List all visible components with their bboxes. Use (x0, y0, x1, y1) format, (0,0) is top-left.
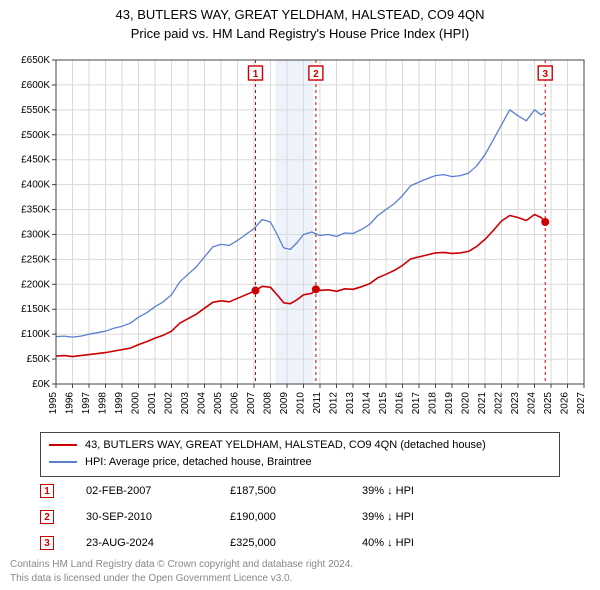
svg-text:£150K: £150K (21, 304, 50, 315)
svg-text:1996: 1996 (65, 392, 76, 415)
event-date: 02-FEB-2007 (86, 485, 198, 497)
legend: 43, BUTLERS WAY, GREAT YELDHAM, HALSTEAD… (40, 432, 560, 477)
svg-text:2006: 2006 (230, 392, 241, 415)
svg-text:2: 2 (313, 69, 319, 80)
svg-text:£50K: £50K (27, 354, 51, 365)
svg-text:2013: 2013 (345, 392, 356, 415)
svg-text:2015: 2015 (378, 392, 389, 415)
svg-text:1999: 1999 (114, 392, 125, 415)
price-chart: £0K £50K £100K £150K £200K £250K £300K £350K £40… (10, 50, 590, 425)
svg-text:£650K: £650K (21, 55, 50, 66)
legend-swatch (49, 444, 77, 446)
chart-title: 43, BUTLERS WAY, GREAT YELDHAM, HALSTEAD… (0, 0, 600, 24)
event-table: 1 02-FEB-2007 £187,500 39% ↓ HPI 2 30-SEP-201… (40, 478, 560, 556)
svg-text:2010: 2010 (296, 392, 307, 415)
svg-text:2009: 2009 (279, 392, 290, 415)
svg-text:2020: 2020 (461, 392, 472, 415)
legend-label: 43, BUTLERS WAY, GREAT YELDHAM, HALSTEAD… (85, 437, 486, 454)
svg-text:2011: 2011 (312, 392, 323, 414)
svg-text:£250K: £250K (21, 254, 50, 265)
svg-text:2012: 2012 (329, 392, 340, 415)
svg-text:2005: 2005 (213, 392, 224, 415)
svg-text:2019: 2019 (444, 392, 455, 415)
footer-line-2: This data is licensed under the Open Gov… (10, 572, 590, 586)
svg-text:£100K: £100K (21, 329, 50, 340)
svg-text:1998: 1998 (98, 392, 109, 415)
svg-text:1: 1 (253, 69, 259, 80)
svg-text:£600K: £600K (21, 80, 50, 91)
svg-text:£350K: £350K (21, 205, 50, 216)
svg-text:2004: 2004 (197, 392, 208, 415)
legend-item: HPI: Average price, detached house, Brai… (49, 454, 551, 471)
svg-text:2003: 2003 (180, 392, 191, 415)
event-row: 2 30-SEP-2010 £190,000 39% ↓ HPI (40, 504, 560, 530)
event-hpi-delta: 39% ↓ HPI (362, 511, 560, 523)
event-price: £190,000 (230, 511, 330, 523)
svg-text:2014: 2014 (362, 392, 373, 415)
event-date: 30-SEP-2010 (86, 511, 198, 523)
event-price: £187,500 (230, 485, 330, 497)
chart-subtitle: Price paid vs. HM Land Registry's House … (0, 24, 600, 41)
svg-text:£550K: £550K (21, 105, 50, 116)
svg-text:3: 3 (542, 69, 548, 80)
svg-text:£500K: £500K (21, 130, 50, 141)
legend-item: 43, BUTLERS WAY, GREAT YELDHAM, HALSTEAD… (49, 437, 551, 454)
event-marker-icon: 2 (40, 510, 54, 524)
svg-text:2001: 2001 (147, 392, 158, 415)
svg-text:2027: 2027 (576, 392, 587, 415)
svg-text:2016: 2016 (395, 392, 406, 415)
event-marker-icon: 1 (40, 484, 54, 498)
svg-text:1995: 1995 (48, 392, 59, 415)
svg-text:2002: 2002 (164, 392, 175, 415)
svg-text:£400K: £400K (21, 180, 50, 191)
svg-text:2021: 2021 (477, 392, 488, 415)
event-row: 3 23-AUG-2024 £325,000 40% ↓ HPI (40, 530, 560, 556)
legend-label: HPI: Average price, detached house, Brai… (85, 454, 312, 471)
svg-text:£300K: £300K (21, 229, 50, 240)
attribution-footer: Contains HM Land Registry data © Crown c… (10, 558, 590, 585)
svg-text:2000: 2000 (131, 392, 142, 415)
svg-text:1997: 1997 (81, 392, 92, 415)
svg-text:2024: 2024 (527, 392, 538, 415)
svg-text:2022: 2022 (494, 392, 505, 415)
event-hpi-delta: 40% ↓ HPI (362, 537, 560, 549)
event-marker-icon: 3 (40, 536, 54, 550)
event-hpi-delta: 39% ↓ HPI (362, 485, 560, 497)
svg-text:2026: 2026 (560, 392, 571, 415)
event-price: £325,000 (230, 537, 330, 549)
svg-text:2023: 2023 (510, 392, 521, 415)
footer-line-1: Contains HM Land Registry data © Crown c… (10, 558, 590, 572)
svg-text:£450K: £450K (21, 155, 50, 166)
svg-text:2007: 2007 (246, 392, 257, 415)
svg-text:2017: 2017 (411, 392, 422, 415)
svg-text:2025: 2025 (543, 392, 554, 415)
event-date: 23-AUG-2024 (86, 537, 198, 549)
event-row: 1 02-FEB-2007 £187,500 39% ↓ HPI (40, 478, 560, 504)
legend-swatch (49, 461, 77, 463)
svg-text:£200K: £200K (21, 279, 50, 290)
svg-text:2008: 2008 (263, 392, 274, 415)
svg-text:£0K: £0K (32, 379, 50, 390)
svg-text:2018: 2018 (428, 392, 439, 415)
